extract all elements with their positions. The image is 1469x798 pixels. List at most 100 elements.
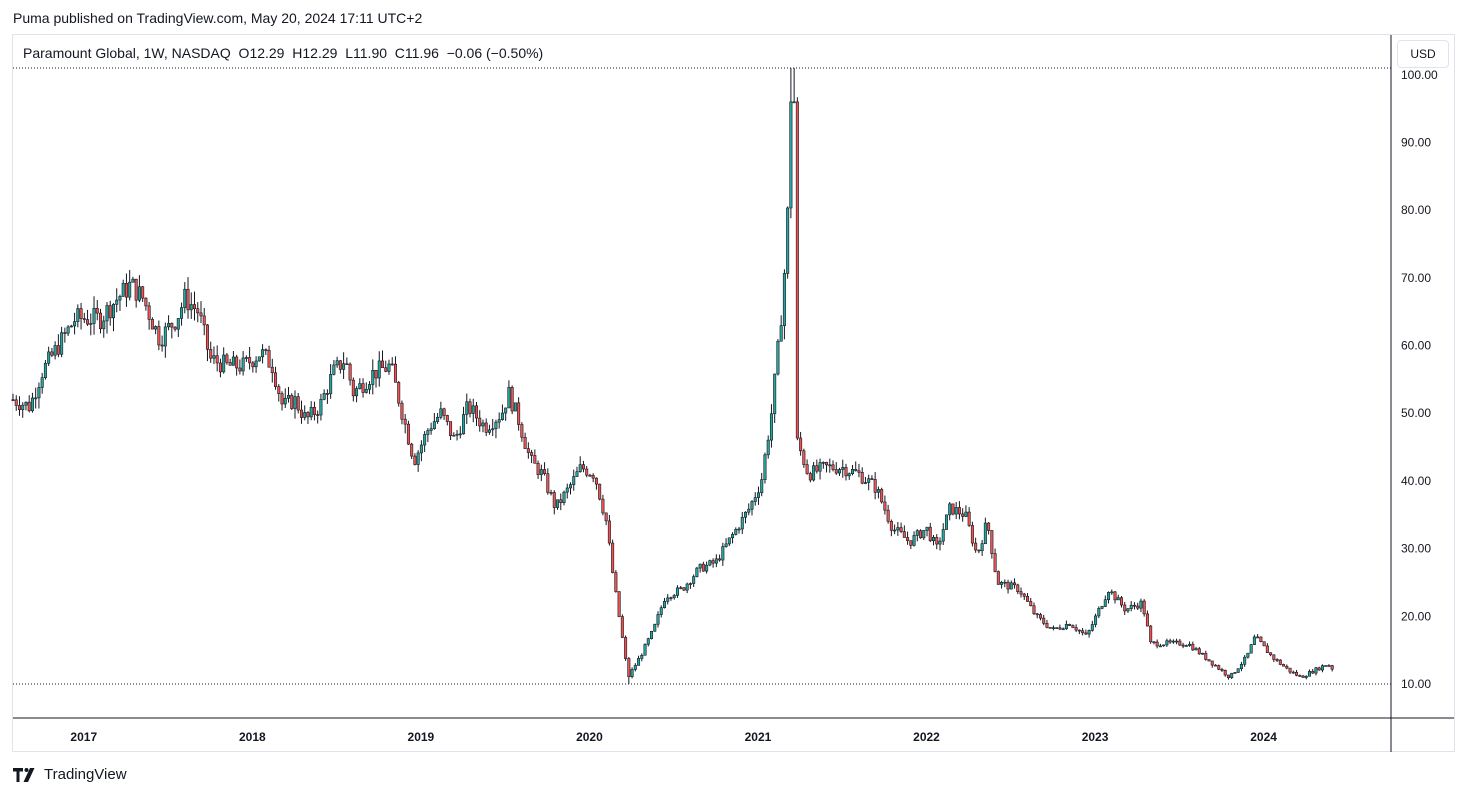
candle-down (1301, 675, 1305, 678)
candle-down (1006, 581, 1010, 590)
candle-up (377, 360, 381, 379)
candle-up (319, 398, 323, 416)
candle-down (996, 571, 1000, 585)
candle-down (280, 393, 284, 405)
candle-up (455, 433, 459, 436)
candle-down (95, 308, 99, 314)
candle-up (1097, 608, 1101, 617)
candle-down (410, 443, 414, 457)
candle-down (1022, 593, 1026, 597)
candle-up (293, 396, 297, 409)
candle-down (546, 473, 550, 493)
candle-down (235, 356, 239, 369)
candle-up (1061, 628, 1065, 631)
candle-down (588, 474, 592, 477)
candle-up (118, 296, 122, 301)
low-label: L (345, 45, 354, 61)
candle-down (218, 362, 222, 373)
candle-down (883, 501, 887, 511)
candle-up (666, 597, 670, 602)
candle-down (886, 509, 890, 522)
candle-down (1204, 652, 1208, 660)
candle-down (79, 308, 83, 319)
candle-down (530, 452, 534, 456)
candle-up (1320, 665, 1324, 671)
price-axis[interactable]: 10.00 20.00 30.00 40.00 50.00 60.00 70.00 80.00… (1401, 68, 1438, 691)
candle-down (1282, 664, 1286, 667)
candle-up (769, 413, 773, 441)
candle-up (432, 421, 436, 429)
candle-up (309, 406, 313, 418)
candle-down (614, 572, 618, 592)
time-axis[interactable]: 2017 2018 2019 2020 2021 2022 2023 2024 (70, 730, 1277, 744)
candle-up (812, 465, 816, 481)
candle-down (1071, 625, 1075, 628)
candle-up (364, 388, 368, 393)
candle-up (727, 537, 731, 545)
candle-up (89, 323, 93, 325)
candle-down (99, 312, 103, 330)
candle-up (659, 607, 663, 615)
candle-up (1175, 640, 1179, 643)
candle-up (925, 526, 929, 531)
candle-down (1262, 641, 1266, 647)
candle-up (53, 345, 57, 356)
candle-up (429, 428, 433, 431)
candle-down (1123, 604, 1127, 612)
candle-up (458, 433, 462, 436)
price-tick-label: 80.00 (1401, 203, 1431, 217)
price-tick-label: 70.00 (1401, 271, 1431, 285)
candle-down (1084, 632, 1088, 635)
candle-up (572, 476, 576, 485)
time-tick-label: 2020 (576, 730, 603, 744)
candle-down (484, 422, 488, 433)
candle-up (212, 355, 216, 359)
candle-up (708, 560, 712, 566)
candle-down (718, 558, 722, 561)
candle-up (1171, 640, 1175, 643)
candle-down (56, 345, 60, 355)
candle-down (144, 297, 148, 307)
candle-up (1116, 597, 1120, 601)
candle-down (361, 383, 365, 393)
candle-down (899, 527, 903, 532)
candle-down (1045, 623, 1049, 628)
candle-up (893, 529, 897, 532)
candle-down (1152, 641, 1156, 644)
candle-up (1256, 636, 1260, 639)
candle-down (468, 401, 472, 414)
candle-up (368, 384, 372, 390)
candle-down (299, 409, 303, 418)
price-tick-label: 60.00 (1401, 339, 1431, 353)
candle-up (695, 567, 699, 577)
candle-up (575, 471, 579, 477)
candle-up (828, 464, 832, 467)
tradingview-logo-icon (13, 767, 35, 782)
time-tick-label: 2022 (913, 730, 940, 744)
candle-down (549, 492, 553, 494)
open-value: 12.29 (249, 45, 285, 61)
candle-down (598, 483, 602, 500)
candle-up (750, 501, 754, 510)
footer-brand[interactable]: TradingView (13, 766, 127, 783)
candle-up (92, 308, 96, 324)
candle-up (896, 527, 900, 531)
candle-up (1090, 624, 1094, 631)
candle-up (154, 326, 158, 330)
candle-up (322, 393, 326, 400)
candle-down (124, 283, 128, 298)
candle-up (69, 325, 73, 328)
currency-button[interactable]: USD (1397, 40, 1449, 68)
candle-down (536, 463, 540, 475)
candle-down (1013, 582, 1017, 586)
candle-down (831, 464, 835, 470)
candle-up (283, 397, 287, 405)
candle-down (987, 522, 991, 531)
candle-up (329, 374, 333, 395)
candle-down (607, 520, 611, 544)
candle-down (442, 408, 446, 416)
candle-up (507, 387, 511, 409)
candle-down (533, 455, 537, 464)
candle-down (1029, 601, 1033, 607)
